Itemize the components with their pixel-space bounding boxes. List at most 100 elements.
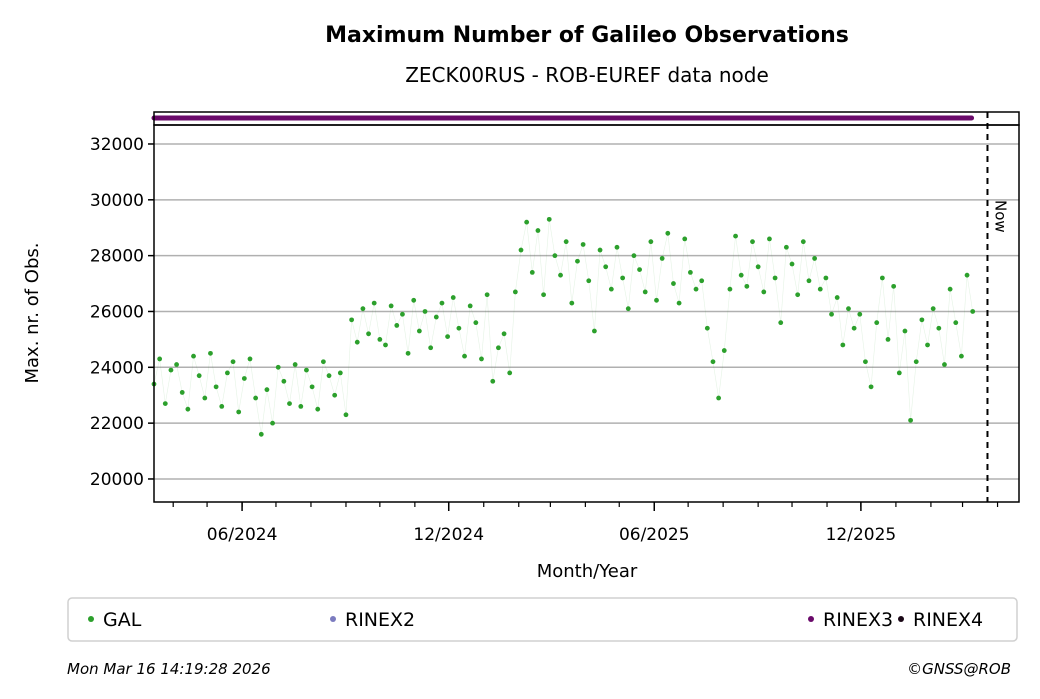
- gal-data-point: [383, 342, 388, 348]
- gal-data-point: [767, 236, 772, 242]
- gal-data-point: [603, 264, 609, 270]
- gal-data-point: [863, 359, 868, 365]
- plot-frame: [153, 124, 1020, 503]
- gal-data-point: [913, 359, 919, 365]
- gal-data-point: [236, 409, 242, 415]
- gal-data-point: [535, 228, 541, 233]
- grid-lines: [154, 143, 1019, 480]
- legend-marker-gal: [88, 616, 94, 622]
- footer-copyright: ©GNSS@ROB: [907, 660, 1011, 678]
- gal-data-point: [360, 306, 366, 312]
- gal-data-point: [490, 378, 496, 384]
- gal-data-point: [433, 314, 439, 320]
- gal-connector-line: [153, 219, 973, 435]
- gal-data-point: [253, 395, 259, 401]
- x-tick-label: 12/2024: [413, 525, 484, 545]
- gal-data-point: [699, 278, 705, 284]
- gal-data-point: [930, 306, 936, 312]
- gal-data-point: [625, 306, 631, 312]
- gal-data-point: [196, 373, 202, 379]
- gal-data-point: [162, 401, 168, 406]
- gal-data-point: [241, 376, 247, 381]
- gal-data-point: [936, 325, 942, 331]
- gal-data-point: [320, 359, 326, 365]
- gal-data-point: [682, 236, 688, 242]
- x-tick-label: 06/2025: [619, 525, 690, 545]
- y-tick-label: 32000: [90, 135, 144, 155]
- gal-data-point: [970, 309, 976, 314]
- gal-data-point: [428, 345, 434, 351]
- gal-data-point: [416, 328, 422, 334]
- gal-data-point: [298, 403, 304, 409]
- gal-data-point: [394, 323, 400, 328]
- gal-data-point: [659, 256, 665, 261]
- gal-data-point: [919, 317, 925, 323]
- gal-data-point: [755, 264, 761, 270]
- gal-data-point: [569, 300, 575, 306]
- y-axis-ticks: 20000 22000 24000 26000 28000 30000 32000: [90, 135, 154, 490]
- y-tick-label: 20000: [90, 470, 144, 490]
- gal-data-point: [580, 242, 586, 247]
- y-axis-label: Max. nr. of Obs.: [22, 242, 43, 383]
- gal-data-point: [422, 309, 428, 314]
- gal-data-point: [157, 356, 163, 362]
- gal-data-point: [501, 331, 507, 337]
- gal-data-point: [309, 384, 315, 390]
- gal-data-point: [902, 328, 908, 334]
- gal-data-point: [783, 244, 789, 250]
- gal-data-point: [400, 311, 405, 317]
- gal-data-point: [676, 300, 682, 306]
- gal-data-point: [439, 300, 445, 306]
- gal-data-point: [716, 395, 722, 401]
- chart-title: Maximum Number of Galileo Observations: [325, 23, 849, 48]
- gal-data-point: [964, 272, 970, 278]
- legend: GAL RINEX2 RINEX3 RINEX4: [67, 597, 1018, 642]
- availability-frame: [153, 111, 1020, 126]
- gal-data-point: [857, 311, 863, 317]
- gal-data-point: [518, 247, 524, 253]
- gal-data-point: [275, 364, 281, 370]
- gal-data-point: [174, 362, 179, 367]
- gal-data-point: [608, 286, 614, 292]
- gal-data-point: [942, 362, 947, 367]
- gal-data-point: [879, 275, 885, 281]
- gal-data-point: [563, 239, 569, 245]
- gal-data-point: [484, 292, 490, 298]
- legend-marker-rinex4: [898, 616, 904, 622]
- gal-data-point: [450, 295, 456, 300]
- gal-data-point: [575, 258, 580, 264]
- gal-data-point: [727, 286, 733, 292]
- y-tick-label: 30000: [90, 191, 144, 211]
- gal-data-point: [552, 253, 558, 259]
- gal-data-point: [812, 256, 818, 261]
- gal-data-point: [671, 281, 676, 286]
- legend-label-rinex3: RINEX3: [823, 609, 893, 631]
- gal-data-point: [908, 417, 913, 423]
- gal-data-point: [371, 300, 377, 306]
- gal-data-point: [304, 367, 309, 373]
- gal-data-point: [558, 272, 563, 278]
- gal-data-point: [473, 320, 479, 326]
- gal-data-point: [823, 275, 829, 281]
- gal-data-point: [761, 289, 767, 295]
- x-tick-label: 06/2024: [207, 525, 278, 545]
- gal-data-point: [947, 286, 953, 292]
- gal-data-point: [829, 311, 834, 317]
- gal-data-point: [225, 370, 230, 376]
- gal-data-point: [648, 239, 654, 245]
- gal-data-point: [343, 412, 349, 418]
- gal-data-point: [258, 431, 264, 437]
- gal-data-point: [631, 253, 637, 259]
- gal-data-point: [507, 370, 513, 376]
- y-tick-label: 22000: [90, 414, 144, 434]
- gal-data-point: [834, 295, 840, 300]
- gal-data-point: [179, 390, 185, 395]
- gal-data-point: [642, 289, 648, 295]
- gal-data-point: [750, 239, 755, 245]
- gal-data-point: [191, 353, 196, 359]
- x-tick-label: 12/2025: [826, 525, 897, 545]
- gal-data-point: [868, 384, 874, 390]
- gal-data-point: [366, 331, 371, 337]
- gal-data-point: [213, 384, 219, 390]
